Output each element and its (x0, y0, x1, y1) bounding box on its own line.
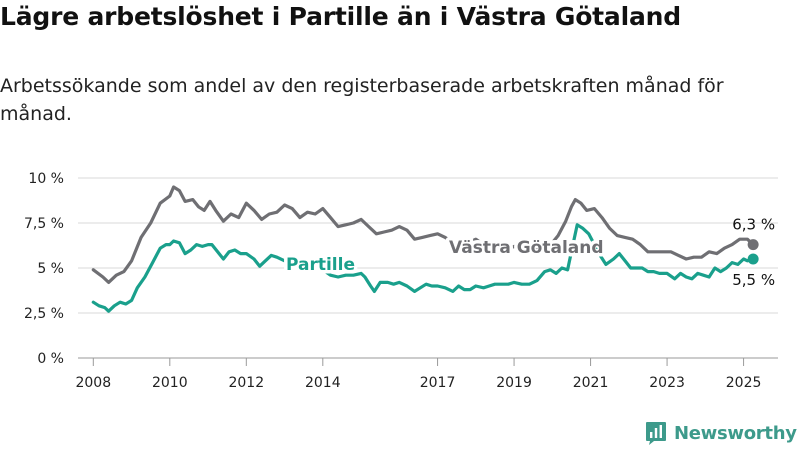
series-label-halo: Västra Götaland (449, 238, 604, 258)
series-endpoint-partille (747, 253, 759, 265)
x-tick-label: 2014 (305, 375, 341, 391)
newsworthy-logo-icon (646, 422, 666, 445)
x-tick-label: 2025 (726, 375, 762, 391)
line-chart: 0 % 2,5 % 5 % 7,5 % 10 % 2008 2010 2012 2014 2017… (24, 171, 778, 391)
y-tick-label: 10 % (28, 171, 64, 187)
y-tick-label: 2,5 % (24, 306, 64, 322)
brand-logo: Newsworthy (645, 420, 797, 446)
chart-title: Lägre arbetslöshet i Partille än i Västr… (0, 2, 681, 31)
chart-subtitle: Arbetssökande som andel av den registerb… (0, 75, 724, 125)
x-tick-label: 2023 (649, 375, 685, 391)
x-tick-label: 2008 (75, 375, 111, 391)
series-endpoint-vastra-gotaland (747, 239, 759, 251)
end-value-label: 5,5 % (732, 271, 775, 289)
x-tick-label: 2019 (496, 375, 532, 391)
series-line-partille (91, 223, 755, 313)
x-tick-label: 2021 (573, 375, 609, 391)
y-tick-label: 7,5 % (24, 216, 64, 232)
x-tick-label: 2010 (152, 375, 188, 391)
series-label-halo: Partille (286, 255, 355, 275)
brand-name: Newsworthy (674, 422, 797, 444)
y-tick-label: 0 % (37, 351, 64, 367)
y-tick-label: 5 % (37, 261, 64, 277)
series-label: Västra Götaland (449, 238, 604, 258)
end-value-label: 6,3 % (732, 216, 775, 234)
series-label: Partille (286, 255, 355, 275)
x-tick-label: 2017 (420, 375, 456, 391)
series-line-vastra-gotaland (91, 185, 755, 284)
x-tick-label: 2012 (228, 375, 264, 391)
